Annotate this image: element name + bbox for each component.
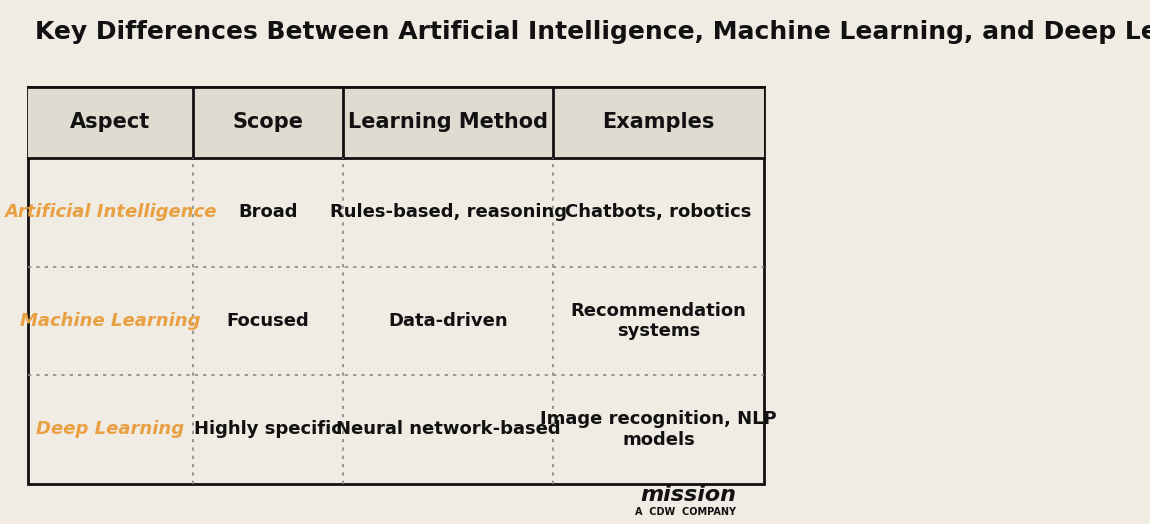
Text: Recommendation
systems: Recommendation systems [570,301,746,341]
Text: Deep Learning: Deep Learning [36,420,184,439]
Text: Artificial Intelligence: Artificial Intelligence [3,203,216,222]
Text: Data-driven: Data-driven [389,312,508,330]
Text: Neural network-based: Neural network-based [336,420,560,439]
Bar [28,86,764,484]
Text: Machine Learning: Machine Learning [20,312,200,330]
Text: Broad: Broad [238,203,298,222]
Text: A  CDW  COMPANY: A CDW COMPANY [635,507,736,517]
Text: Focused: Focused [227,312,309,330]
Text: Highly specific: Highly specific [194,420,342,439]
Bar [28,86,764,158]
Text: Rules-based, reasoning: Rules-based, reasoning [330,203,567,222]
Text: Learning Method: Learning Method [348,113,549,133]
Text: Examples: Examples [603,113,714,133]
Text: Chatbots, robotics: Chatbots, robotics [566,203,752,222]
Text: Aspect: Aspect [70,113,151,133]
Text: Scope: Scope [232,113,304,133]
Text: mission: mission [641,485,736,505]
Text: Key Differences Between Artificial Intelligence, Machine Learning, and Deep Lear: Key Differences Between Artificial Intel… [36,19,1150,43]
Text: Image recognition, NLP
models: Image recognition, NLP models [540,410,776,449]
